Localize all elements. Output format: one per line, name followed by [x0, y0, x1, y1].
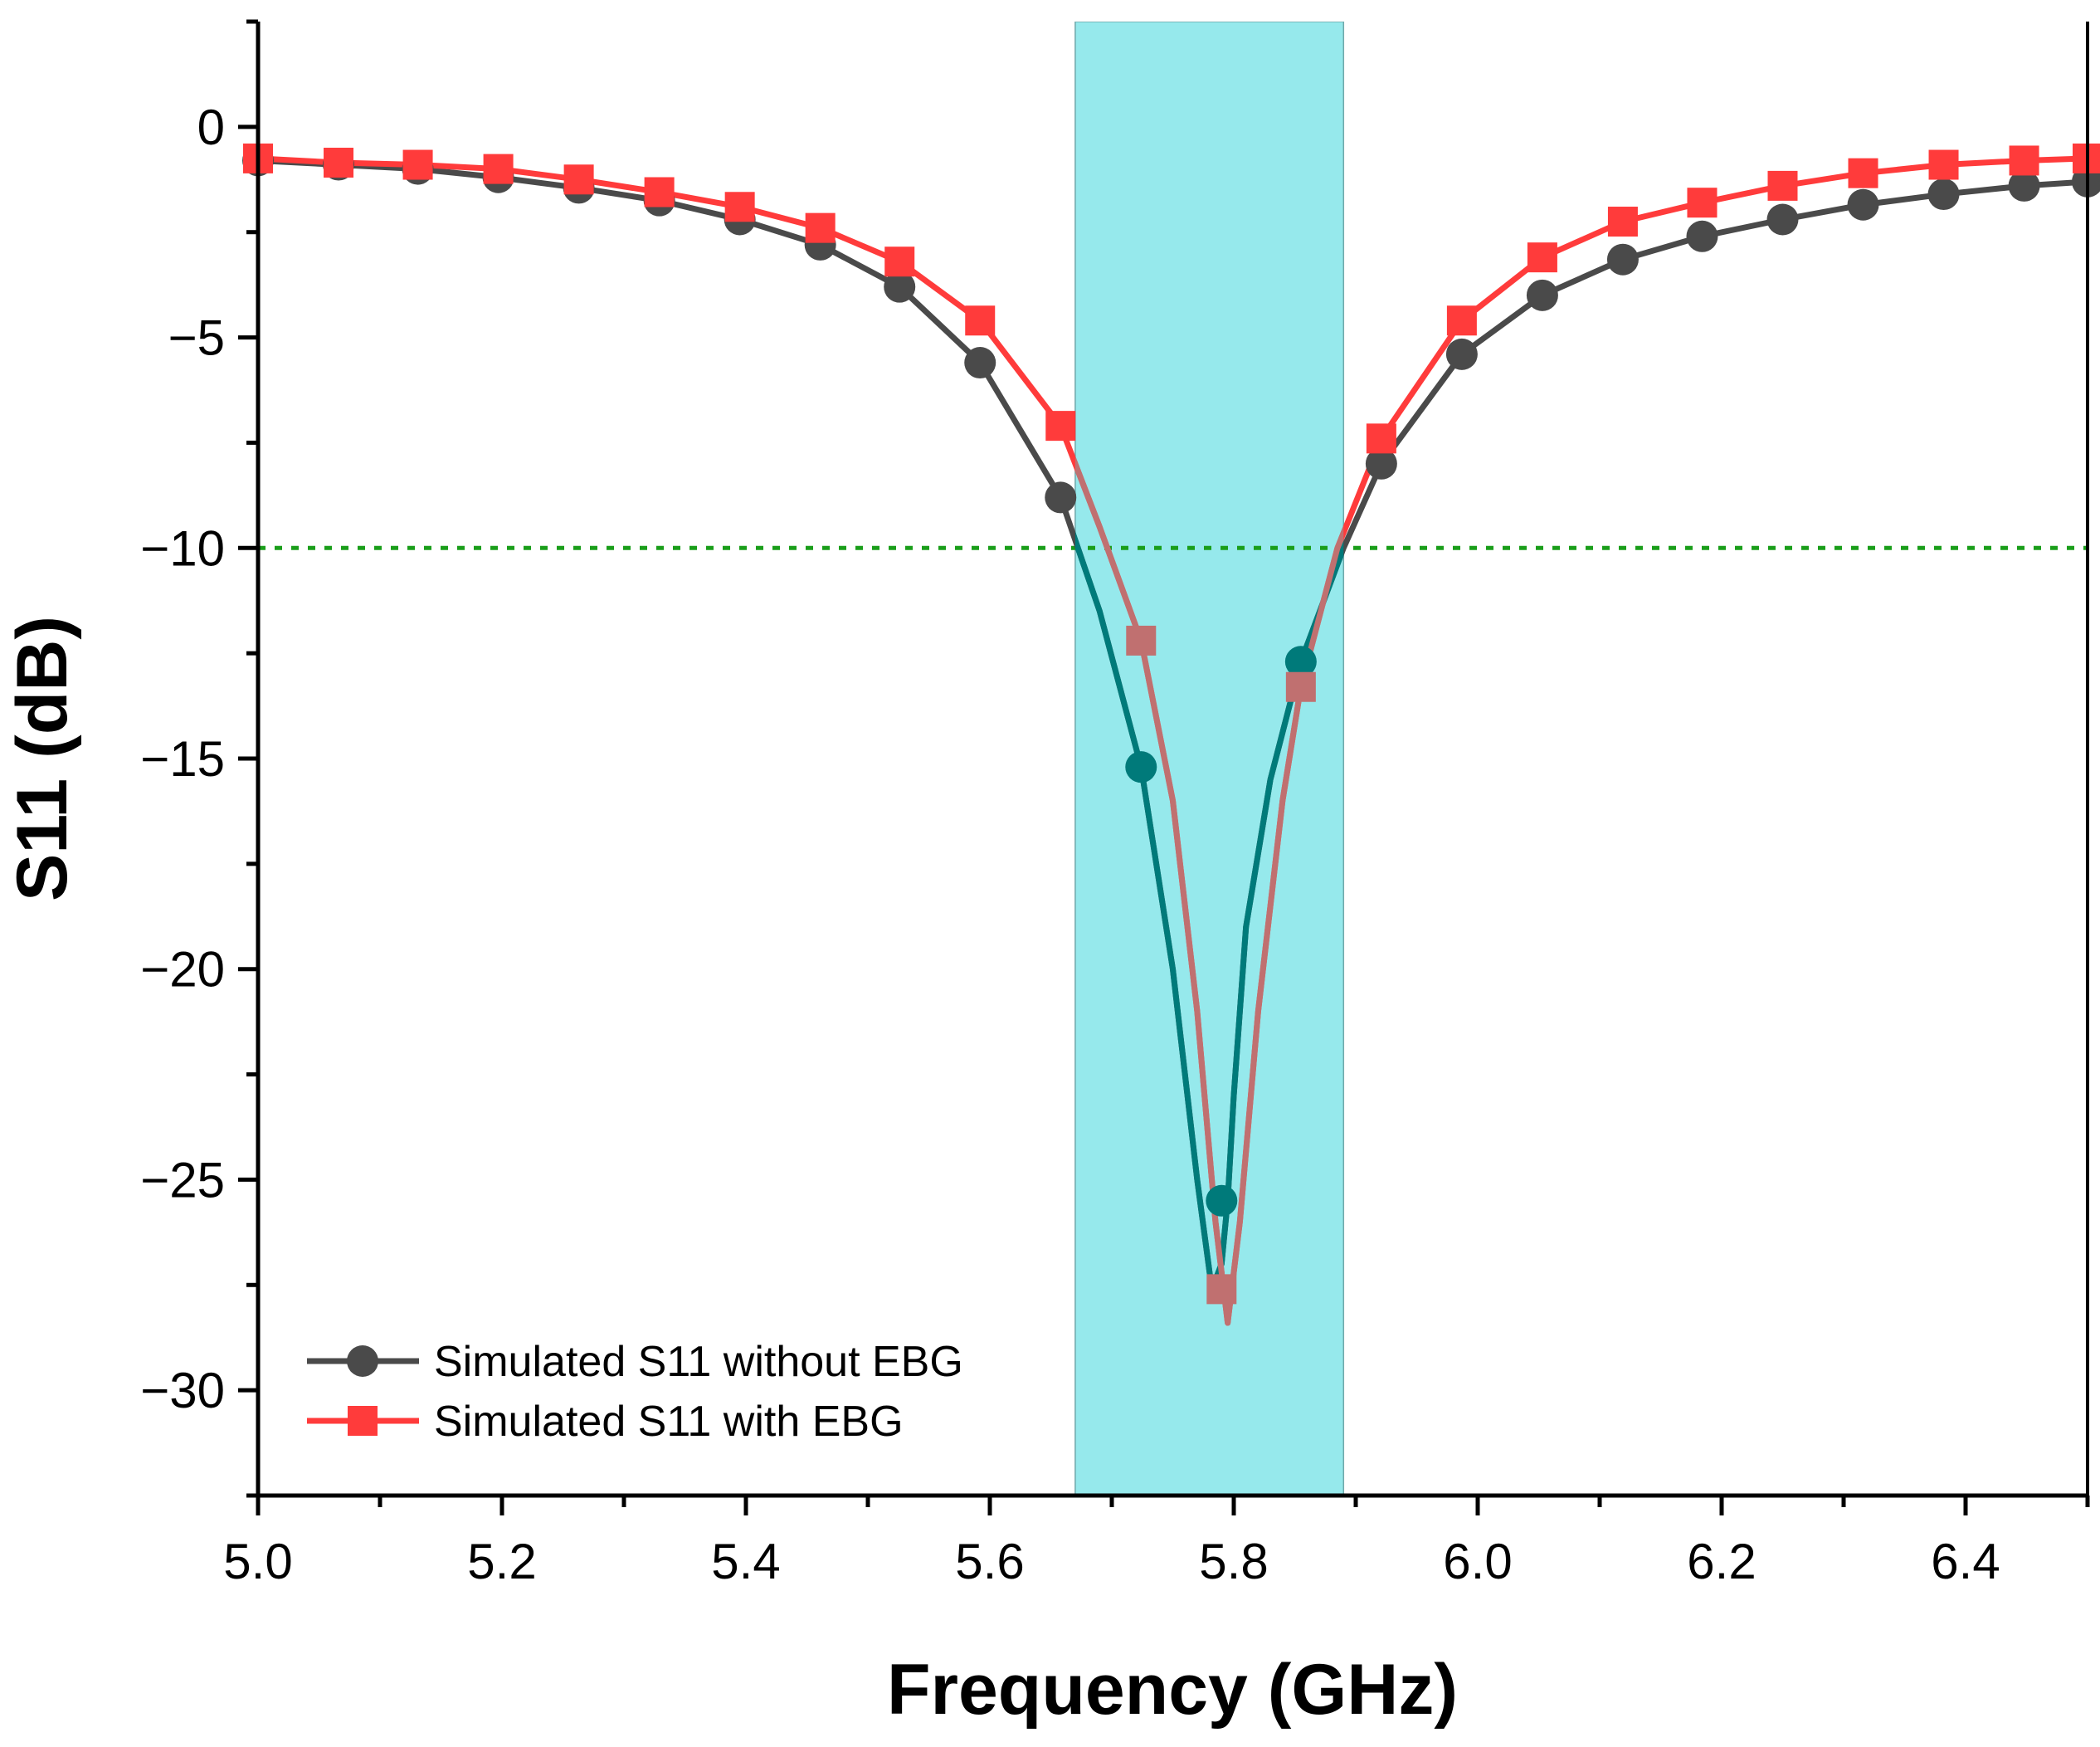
marker-with-ebg	[1687, 188, 1718, 218]
y-tick-label: −20	[140, 942, 225, 998]
marker-without-ebg	[1847, 188, 1879, 221]
marker-with-ebg	[1206, 1274, 1237, 1305]
legend-marker-circle	[347, 1345, 378, 1377]
marker-with-ebg	[644, 177, 675, 207]
marker-with-ebg	[563, 164, 594, 195]
x-axis-title: Frequency (GHz)	[887, 1650, 1458, 1730]
legend-label-2: Simulated S11 with EBG	[434, 1398, 904, 1446]
x-tick-label: 5.6	[955, 1534, 1024, 1589]
y-tick-label: −15	[140, 731, 225, 787]
y-tick-label: −30	[140, 1363, 225, 1418]
marker-without-ebg	[2008, 169, 2040, 202]
marker-without-ebg	[1766, 203, 1799, 236]
y-tick-label: −10	[140, 520, 225, 576]
x-tick-label: 5.8	[1199, 1534, 1268, 1589]
marker-with-ebg	[805, 212, 836, 243]
marker-without-ebg	[1686, 220, 1718, 252]
marker-with-ebg	[1527, 242, 1557, 273]
x-tick-label: 5.2	[467, 1534, 536, 1589]
x-tick-label: 5.0	[223, 1534, 292, 1589]
band-curve-overlay	[1074, 456, 1344, 1326]
marker-without-ebg	[964, 347, 996, 379]
marker-with-ebg	[1928, 149, 1959, 180]
marker-with-ebg	[724, 192, 755, 222]
x-tick-label: 5.4	[711, 1534, 780, 1589]
legend: Simulated S11 without EBG Simulated S11 w…	[307, 1338, 963, 1446]
marker-with-ebg	[884, 246, 915, 277]
curve-with-ebg-in-band	[1074, 456, 1344, 1326]
y-axis-title: S11 (dB)	[2, 616, 82, 901]
marker-with-ebg	[1607, 207, 1638, 237]
marker-with-ebg	[1446, 305, 1477, 336]
x-tick-label: 6.4	[1931, 1534, 2000, 1589]
x-tick-label: 6.2	[1687, 1534, 1756, 1589]
marker-without-ebg	[884, 271, 916, 303]
marker-with-ebg	[965, 305, 996, 336]
legend-marker-square	[348, 1406, 378, 1436]
marker-with-ebg	[324, 147, 354, 178]
marker-without-ebg	[1927, 178, 1960, 211]
y-tick-label: 0	[197, 100, 225, 155]
marker-with-ebg	[483, 154, 514, 184]
marker-with-ebg	[1848, 158, 1878, 188]
marker-without-ebg	[1206, 1184, 1238, 1217]
marker-without-ebg	[1445, 338, 1478, 370]
legend-label-1: Simulated S11 without EBG	[434, 1338, 963, 1386]
y-tick-label: −25	[140, 1152, 225, 1208]
marker-without-ebg	[1284, 646, 1317, 678]
marker-with-ebg	[1126, 625, 1157, 656]
marker-with-ebg	[402, 149, 433, 180]
marker-with-ebg	[2009, 145, 2039, 176]
y-tick-label: −5	[168, 310, 225, 366]
marker-without-ebg	[1125, 751, 1157, 783]
marker-with-ebg	[1045, 411, 1076, 442]
marker-without-ebg	[1606, 243, 1639, 276]
marker-without-ebg	[1045, 481, 1077, 514]
marker-without-ebg	[1526, 279, 1558, 311]
marker-with-ebg	[1366, 423, 1396, 454]
x-tick-label: 6.0	[1443, 1534, 1512, 1589]
marker-with-ebg	[1767, 170, 1798, 201]
marker-without-ebg	[1365, 447, 1397, 480]
marker-with-ebg	[1285, 671, 1316, 702]
